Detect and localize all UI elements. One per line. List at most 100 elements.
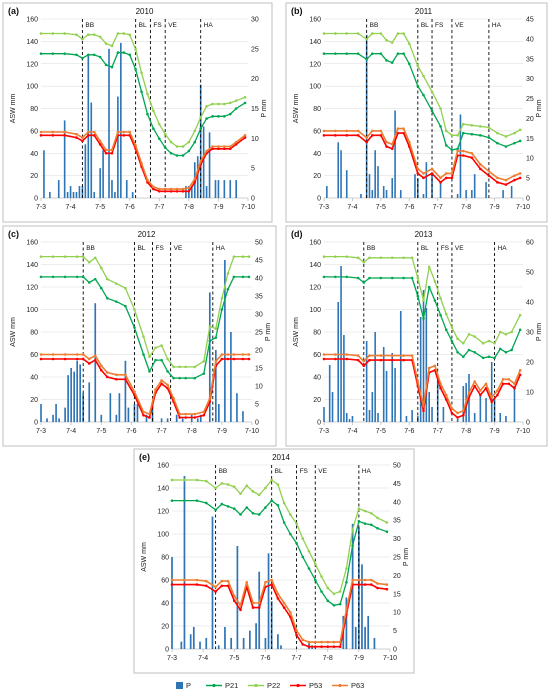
series-marker-P63: [402, 354, 405, 357]
series-marker-P21: [416, 84, 420, 88]
series-marker-P21: [444, 328, 448, 332]
x-tick-label: 7-3: [36, 204, 46, 211]
series-marker-P21: [241, 275, 245, 279]
series-marker-P22: [133, 308, 136, 311]
series-marker-P53: [379, 134, 383, 137]
x-tick-label: 7-3: [319, 428, 329, 435]
series-marker-P22: [270, 478, 273, 482]
series-marker-P63: [214, 359, 218, 363]
precip-bar: [46, 418, 48, 422]
precip-bar: [208, 132, 211, 198]
series-marker-P22: [106, 277, 109, 281]
series-marker-P22: [181, 145, 185, 148]
precip-bar: [175, 414, 178, 422]
series-marker-P22: [504, 332, 508, 336]
precip-bar: [485, 182, 487, 198]
series-marker-P63: [385, 140, 388, 144]
series-marker-P53: [110, 151, 114, 155]
y-left-tick-label: 160: [157, 463, 169, 470]
series-marker-P22: [160, 344, 163, 347]
x-tick-label: 7-6: [125, 204, 135, 211]
series-marker-P53: [239, 608, 242, 612]
series-marker-P21: [251, 512, 255, 515]
stage-label: BL: [421, 245, 429, 252]
y-right-tick-label: 30: [251, 17, 259, 24]
series-marker-P21: [356, 276, 360, 280]
series-marker-P22: [202, 359, 206, 363]
series-marker-P21: [163, 146, 167, 149]
series-marker-P53: [385, 587, 389, 591]
series-marker-P21: [220, 308, 224, 311]
precip-bar: [490, 362, 493, 422]
precip-bar: [52, 414, 54, 422]
legend-item-P22: P22: [248, 681, 280, 690]
series-marker-P21: [232, 507, 236, 511]
series-marker-P22: [422, 299, 425, 302]
y-right-tick-label: 30: [526, 76, 534, 83]
series-marker-P53: [338, 645, 342, 648]
panel-title: 2014: [272, 453, 290, 462]
series-marker-P53: [450, 411, 454, 415]
x-tick-label: 7-4: [66, 204, 76, 211]
legend-label: P: [186, 681, 191, 690]
precip-bar: [229, 180, 232, 198]
series-marker-P53: [301, 643, 305, 646]
panel-letter: (e): [139, 452, 150, 462]
series-marker-P53: [193, 416, 197, 419]
y-right-axis-title: P mm: [536, 99, 543, 117]
series-marker-P63: [430, 167, 434, 171]
series-marker-P22: [289, 513, 292, 516]
series-marker-P21: [195, 499, 199, 502]
panel-frame: [285, 225, 548, 447]
x-tick-label: 7-9: [217, 428, 227, 435]
series-marker-P53: [402, 358, 405, 362]
y-right-axis-title: P mm: [536, 323, 543, 341]
series-marker-P53: [220, 357, 224, 361]
series-marker-P63: [270, 578, 273, 582]
y-right-tick-label: 45: [255, 258, 263, 265]
y-right-tick-label: 20: [526, 360, 534, 367]
series-marker-P63: [416, 167, 420, 171]
precip-bar: [202, 126, 205, 198]
series-marker-P63: [175, 187, 179, 191]
series-marker-P21: [152, 127, 155, 130]
series-marker-P22: [410, 256, 414, 260]
series-marker-P22: [338, 590, 342, 593]
precip-bar: [462, 386, 465, 422]
panel-letter: (c): [8, 229, 19, 239]
series-marker-P21: [170, 499, 174, 502]
series-marker-P22: [264, 486, 267, 490]
series-marker-P22: [422, 74, 425, 78]
series-marker-P21: [142, 353, 145, 356]
series-marker-P22: [239, 492, 242, 496]
x-tick-label: 7-7: [433, 428, 443, 435]
series-marker-P63: [128, 130, 132, 134]
series-marker-P21: [390, 61, 394, 64]
precip-bar: [439, 182, 442, 198]
legend-label: P21: [225, 681, 238, 690]
y-right-tick-label: 45: [393, 481, 401, 488]
precip-bar: [145, 414, 148, 422]
series-marker-P63: [241, 353, 245, 356]
series-marker-P21: [234, 107, 238, 110]
series-marker-P21: [220, 502, 224, 506]
series-marker-P21: [416, 294, 420, 298]
precip-bar: [394, 368, 396, 422]
series-marker-P53: [390, 147, 394, 151]
series-marker-P21: [146, 112, 149, 116]
series-marker-P22: [184, 365, 187, 369]
precip-bar: [223, 180, 226, 198]
series-marker-P22: [234, 99, 238, 102]
precip-bar: [471, 190, 473, 198]
series-marker-P63: [92, 130, 96, 134]
x-tick-label: 7-4: [66, 428, 76, 435]
series-marker-P22: [148, 355, 151, 359]
precip-bar: [166, 418, 169, 422]
series-marker-P22: [146, 92, 149, 96]
series-marker-P63: [282, 601, 286, 605]
series-marker-P21: [410, 276, 414, 280]
series-marker-P63: [473, 380, 476, 383]
series-marker-P21: [365, 57, 368, 61]
precip-bar: [214, 180, 217, 198]
series-marker-P22: [326, 586, 330, 590]
